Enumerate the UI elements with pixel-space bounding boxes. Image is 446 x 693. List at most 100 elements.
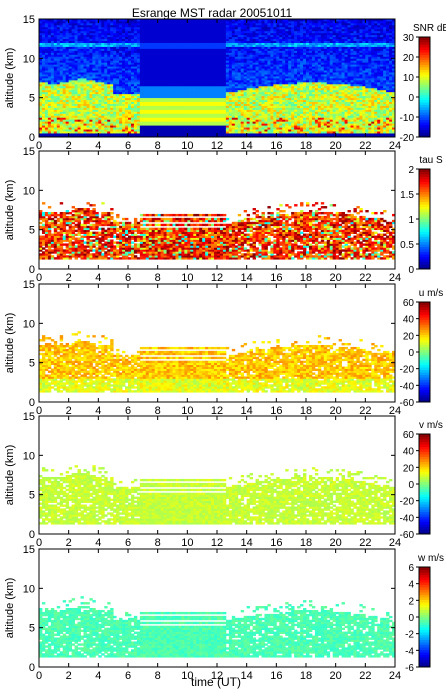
heatmap-cell	[243, 89, 248, 93]
heatmap-cell	[80, 109, 84, 112]
heatmap-cell	[41, 48, 46, 51]
heatmap-cell	[255, 60, 259, 63]
heatmap-cell	[128, 70, 132, 73]
heatmap-cell	[53, 22, 58, 26]
heatmap-cell	[234, 127, 239, 130]
heatmap-cell	[243, 91, 248, 95]
heatmap-cell	[136, 127, 141, 130]
heatmap-cell	[77, 105, 81, 108]
heatmap-cell	[71, 127, 75, 130]
heatmap-cell	[276, 74, 280, 77]
heatmap-cell	[163, 78, 167, 81]
heatmap-cell	[175, 133, 179, 136]
heatmap-cell	[255, 70, 259, 73]
heatmap-cell	[214, 26, 218, 30]
heatmap-cell	[178, 58, 182, 61]
heatmap-cell	[62, 60, 67, 63]
heatmap-cell	[157, 113, 162, 116]
heatmap-cell	[214, 68, 218, 71]
heatmap-cell	[234, 72, 239, 75]
heatmap-cell	[267, 109, 271, 112]
heatmap-cell	[252, 97, 256, 101]
heatmap-cell	[258, 36, 262, 40]
heatmap-cell	[107, 72, 111, 75]
heatmap-cell	[116, 28, 120, 32]
heatmap-cell	[92, 26, 96, 30]
heatmap-cell	[110, 66, 114, 69]
heatmap-cell	[196, 107, 200, 110]
heatmap-cell	[80, 95, 84, 99]
heatmap-cell	[95, 85, 99, 89]
heatmap-cell	[62, 135, 67, 137]
heatmap-cell	[249, 70, 253, 73]
heatmap-cell	[181, 76, 185, 79]
heatmap-cell	[178, 56, 182, 59]
heatmap-cell	[169, 22, 173, 26]
heatmap-cell	[208, 30, 212, 34]
heatmap-cell	[169, 34, 173, 38]
heatmap-cell	[104, 125, 108, 128]
heatmap-cell	[208, 83, 212, 87]
heatmap-cell	[47, 109, 52, 112]
heatmap-cell	[47, 99, 52, 102]
heatmap-cell	[80, 50, 84, 53]
heatmap-cell	[211, 103, 215, 106]
heatmap-cell	[160, 19, 164, 22]
heatmap-cell	[154, 105, 159, 108]
heatmap-cell	[276, 20, 280, 24]
heatmap-cell	[166, 85, 170, 89]
heatmap-cell	[273, 48, 277, 51]
heatmap-cell	[53, 131, 58, 134]
heatmap-cell	[39, 133, 43, 136]
heatmap-cell	[228, 115, 233, 118]
heatmap-cell	[214, 36, 218, 40]
heatmap-cell	[89, 99, 93, 102]
heatmap-cell	[107, 66, 111, 69]
heatmap-cell	[104, 127, 108, 130]
heatmap-cell	[273, 121, 277, 124]
heatmap-cell	[199, 20, 203, 24]
heatmap-cell	[77, 89, 81, 93]
heatmap-cell	[110, 93, 114, 97]
heatmap-cell	[184, 68, 188, 71]
heatmap-cell	[246, 44, 251, 47]
heatmap-cell	[184, 42, 188, 45]
heatmap-cell	[234, 34, 239, 38]
heatmap-cell	[175, 123, 179, 126]
heatmap-cell	[246, 95, 251, 99]
heatmap-cell	[243, 19, 248, 22]
heatmap-cell	[59, 62, 64, 65]
heatmap-cell	[190, 123, 194, 126]
heatmap-cell	[50, 48, 55, 51]
heatmap-cell	[208, 131, 212, 134]
heatmap-cell	[148, 40, 153, 43]
heatmap-cell	[228, 34, 233, 38]
heatmap-cell	[65, 66, 70, 69]
heatmap-cell	[116, 115, 120, 118]
heatmap-cell	[157, 117, 162, 120]
heatmap-cell	[128, 109, 132, 112]
heatmap-cell	[116, 135, 120, 137]
heatmap-cell	[53, 76, 58, 79]
heatmap-cell	[139, 125, 144, 128]
heatmap-cell	[86, 97, 90, 101]
heatmap-cell	[77, 50, 81, 53]
heatmap-cell	[258, 74, 262, 77]
heatmap-cell	[71, 40, 75, 43]
heatmap-cell	[148, 83, 153, 87]
heatmap-cell	[261, 125, 265, 128]
heatmap-cell	[282, 123, 286, 126]
heatmap-cell	[62, 46, 67, 49]
heatmap-cell	[50, 56, 55, 59]
heatmap-cell	[225, 78, 230, 81]
heatmap-cell	[74, 42, 78, 45]
heatmap-cell	[65, 131, 70, 134]
heatmap-cell	[276, 93, 280, 97]
heatmap-cell	[59, 101, 64, 104]
heatmap-cell	[199, 72, 203, 75]
heatmap-cell	[110, 81, 114, 85]
heatmap-cell	[47, 28, 52, 32]
heatmap-cell	[98, 54, 102, 57]
heatmap-cell	[110, 129, 114, 132]
heatmap-cell	[110, 133, 114, 136]
